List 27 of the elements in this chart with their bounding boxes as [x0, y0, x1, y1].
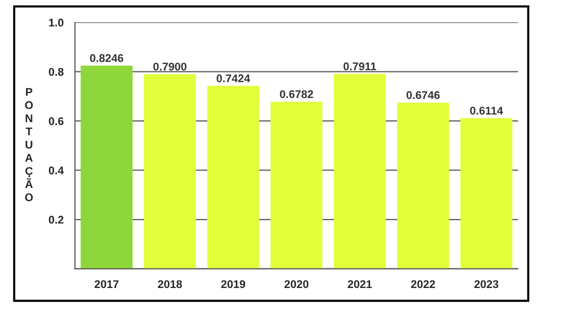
x-tick-label: 2020 — [284, 280, 308, 288]
bar — [460, 118, 512, 269]
text: PONTUAÇÃO — [25, 88, 33, 202]
y-tick-label: 0.8 — [48, 68, 64, 76]
x-tick-label: 2021 — [348, 280, 372, 288]
data-label: 0.6782 — [280, 90, 314, 98]
x-tick-label: 2018 — [158, 280, 182, 288]
x-tick-label: 2022 — [411, 280, 435, 288]
bar — [334, 74, 386, 269]
x-tick-label: 2019 — [221, 280, 246, 288]
bar — [397, 102, 450, 269]
y-tick-label: 1.0 — [49, 18, 64, 27]
data-label: 0.7900 — [153, 62, 186, 71]
bar — [207, 86, 260, 269]
x-tick-label: 2017 — [94, 280, 118, 288]
bar — [80, 66, 133, 269]
y-tick-label: 0.2 — [48, 216, 64, 224]
data-label: 0.6746 — [406, 91, 440, 99]
data-label: 0.8246 — [90, 54, 124, 62]
x-tick-label: 2023 — [474, 280, 498, 288]
bar — [144, 74, 196, 269]
y-tick-label: 0.6 — [48, 117, 64, 126]
bar — [270, 102, 322, 269]
data-label: 0.6114 — [470, 106, 503, 115]
data-label: 0.7911 — [344, 62, 376, 70]
y-tick-label: 0.4 — [48, 166, 64, 174]
data-label: 0.7424 — [216, 74, 250, 82]
